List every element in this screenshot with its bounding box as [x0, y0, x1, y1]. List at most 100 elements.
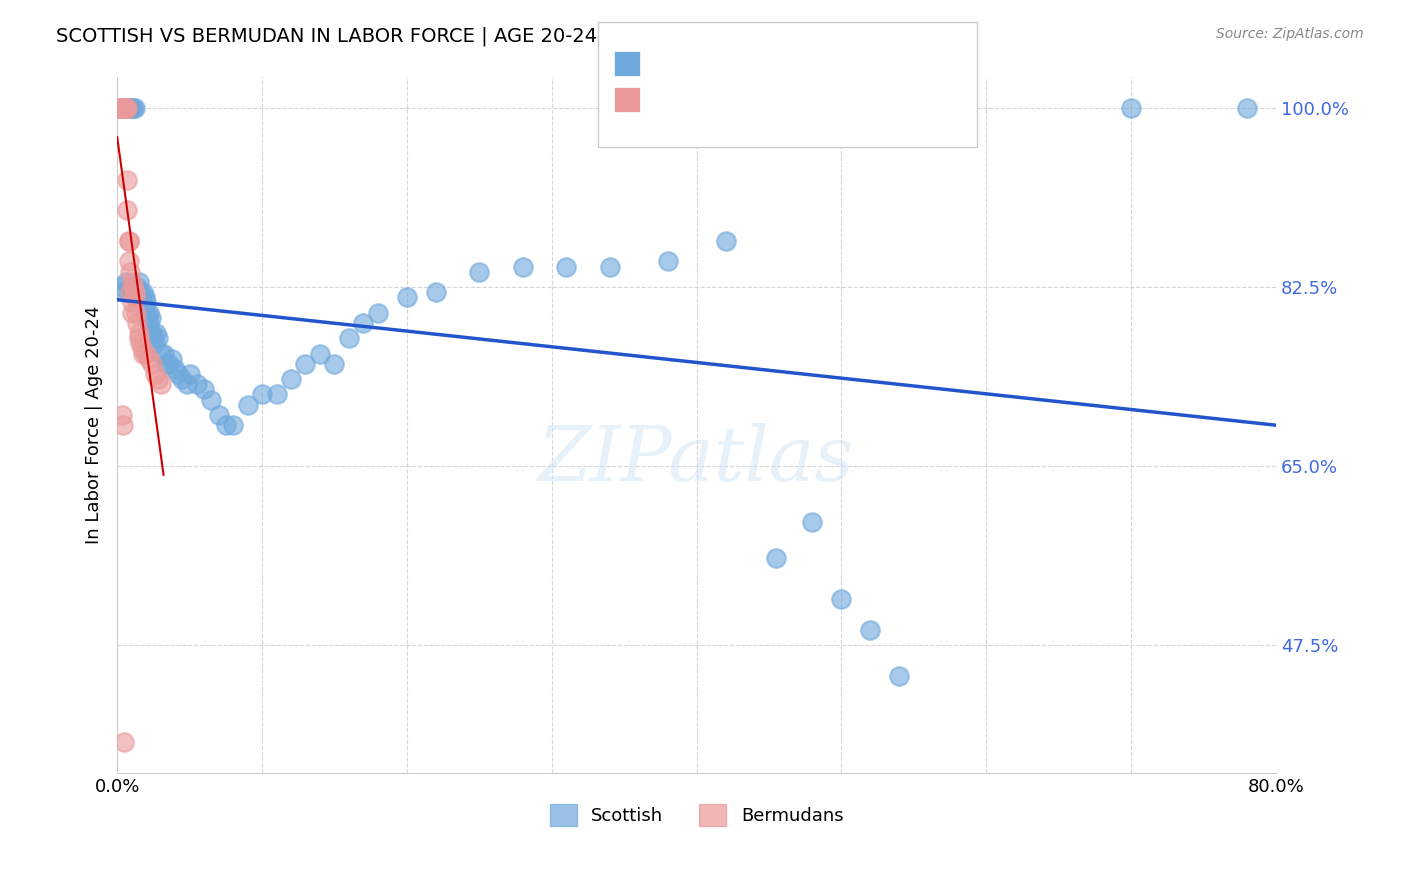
Bermudans [125, 305, 148, 319]
Scottish [125, 285, 148, 300]
Scottish [141, 326, 163, 340]
Scottish [172, 372, 194, 386]
Scottish [236, 398, 259, 412]
Bermudans [118, 254, 141, 268]
Bermudans [120, 285, 142, 300]
Text: Source: ZipAtlas.com: Source: ZipAtlas.com [1216, 27, 1364, 41]
Bermudans [138, 351, 160, 366]
Bermudans [114, 101, 136, 115]
Scottish [352, 316, 374, 330]
Scottish [266, 387, 288, 401]
Bermudans [121, 275, 143, 289]
Scottish [128, 275, 150, 289]
Scottish [135, 295, 157, 310]
Bermudans [111, 101, 134, 115]
Bermudans [128, 331, 150, 345]
Scottish [294, 357, 316, 371]
Scottish [124, 101, 146, 115]
Bermudans [115, 101, 138, 115]
Bermudans [141, 357, 163, 371]
Scottish [337, 331, 360, 345]
Scottish [110, 280, 132, 294]
Scottish [830, 591, 852, 606]
Scottish [155, 357, 177, 371]
Scottish [859, 623, 882, 637]
Scottish [1236, 101, 1258, 115]
Bermudans [118, 234, 141, 248]
Legend: Scottish, Bermudans: Scottish, Bermudans [543, 797, 851, 833]
Bermudans [110, 101, 132, 115]
Scottish [215, 418, 238, 433]
Scottish [122, 101, 145, 115]
Bermudans [108, 101, 131, 115]
Scottish [142, 331, 165, 345]
Scottish [889, 668, 911, 682]
Bermudans [146, 372, 169, 386]
Scottish [134, 290, 156, 304]
Bermudans [117, 203, 139, 218]
Scottish [122, 285, 145, 300]
Bermudans [118, 234, 141, 248]
Scottish [167, 367, 190, 381]
Bermudans [108, 101, 131, 115]
Scottish [114, 285, 136, 300]
Bermudans [114, 101, 136, 115]
Scottish [425, 285, 447, 300]
Bermudans [111, 101, 134, 115]
Bermudans [115, 101, 138, 115]
Text: R = 0.479   N = 74: R = 0.479 N = 74 [633, 54, 817, 71]
Scottish [135, 305, 157, 319]
Scottish [145, 326, 167, 340]
Scottish [599, 260, 621, 274]
Scottish [121, 101, 143, 115]
Scottish [129, 285, 152, 300]
Bermudans [115, 101, 138, 115]
Bermudans [114, 101, 136, 115]
Scottish [146, 331, 169, 345]
Bermudans [121, 305, 143, 319]
Scottish [115, 275, 138, 289]
Scottish [121, 280, 143, 294]
Scottish [115, 101, 138, 115]
Bermudans [149, 377, 172, 392]
Scottish [193, 382, 215, 396]
Scottish [120, 101, 142, 115]
Text: ZIPatlas: ZIPatlas [538, 423, 855, 497]
Bermudans [135, 346, 157, 360]
Bermudans [129, 336, 152, 351]
Scottish [309, 346, 332, 360]
Bermudans [111, 101, 134, 115]
Scottish [714, 234, 737, 248]
Bermudans [124, 290, 146, 304]
Scottish [149, 346, 172, 360]
Scottish [512, 260, 534, 274]
Scottish [160, 351, 183, 366]
Scottish [139, 310, 162, 325]
Scottish [207, 408, 229, 422]
Scottish [117, 101, 139, 115]
Scottish [132, 285, 155, 300]
Text: SCOTTISH VS BERMUDAN IN LABOR FORCE | AGE 20-24 CORRELATION CHART: SCOTTISH VS BERMUDAN IN LABOR FORCE | AG… [56, 27, 814, 46]
Scottish [801, 515, 824, 529]
Scottish [280, 372, 302, 386]
Scottish [131, 290, 153, 304]
Scottish [118, 101, 141, 115]
Scottish [222, 418, 245, 433]
Scottish [136, 310, 159, 325]
Scottish [395, 290, 418, 304]
Scottish [143, 336, 166, 351]
Bermudans [111, 101, 134, 115]
Bermudans [111, 418, 134, 433]
Scottish [250, 387, 273, 401]
Bermudans [127, 316, 149, 330]
Bermudans [114, 735, 136, 749]
Bermudans [111, 101, 134, 115]
Bermudans [132, 346, 155, 360]
Scottish [152, 346, 174, 360]
Bermudans [124, 285, 146, 300]
Bermudans [128, 326, 150, 340]
Scottish [1119, 101, 1142, 115]
Bermudans [117, 101, 139, 115]
Scottish [468, 265, 491, 279]
Scottish [657, 254, 679, 268]
